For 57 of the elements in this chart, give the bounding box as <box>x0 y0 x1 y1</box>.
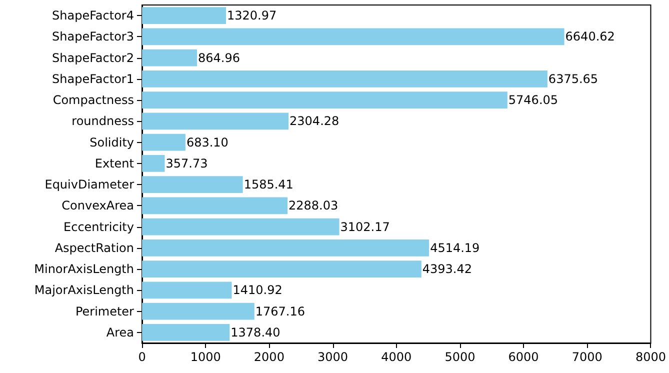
bar <box>142 176 243 194</box>
x-tick-label: 4000 <box>381 350 412 364</box>
bar <box>142 92 508 109</box>
bar <box>142 260 422 278</box>
y-tick-label: ShapeFactor3 <box>52 30 134 44</box>
bar <box>142 282 232 299</box>
data-label: 6640.62 <box>565 30 615 44</box>
y-tick-label: Extent <box>94 156 134 170</box>
bar <box>142 218 340 236</box>
bar <box>142 134 186 151</box>
y-tick-label: ShapeFactor4 <box>52 8 134 23</box>
x-tick-label: 2000 <box>254 350 284 364</box>
x-tick-label: 8000 <box>635 350 666 364</box>
bar <box>142 197 288 214</box>
data-label: 1378.40 <box>230 325 280 340</box>
y-tick-label: MajorAxisLength <box>34 283 134 298</box>
y-tick-label: MinorAxisLength <box>34 262 134 276</box>
data-label: 4393.42 <box>422 262 472 276</box>
bar <box>142 112 289 130</box>
data-label: 683.10 <box>186 135 228 150</box>
data-label: 5746.05 <box>508 93 558 108</box>
x-tick-label: 0 <box>138 350 146 364</box>
x-tick-label: 1000 <box>190 350 221 364</box>
y-tick-label: ShapeFactor1 <box>52 72 134 86</box>
x-tick-label: 6000 <box>508 350 539 364</box>
data-label: 357.73 <box>166 156 208 170</box>
bar <box>142 302 254 320</box>
x-tick-label: 3000 <box>318 350 348 364</box>
y-tick-label: AspectRation <box>54 240 134 255</box>
y-tick-label: roundness <box>72 114 134 128</box>
bar <box>142 70 548 88</box>
bar <box>142 154 165 172</box>
y-tick-label: ShapeFactor2 <box>52 50 134 65</box>
y-tick-label: Solidity <box>90 135 134 150</box>
data-label: 1320.97 <box>227 8 277 23</box>
data-label: 3102.17 <box>340 220 390 234</box>
y-tick-label: EquivDiameter <box>44 178 134 192</box>
data-label: 2288.03 <box>288 198 338 213</box>
y-tick-label: Perimeter <box>75 304 134 318</box>
y-tick-label: ConvexArea <box>62 198 134 213</box>
y-tick-label: Eccentricity <box>64 220 134 234</box>
y-tick-label: Area <box>106 325 134 340</box>
bar <box>142 28 564 46</box>
data-label: 864.96 <box>198 50 240 65</box>
bar <box>142 49 198 66</box>
bar <box>142 7 226 24</box>
bar <box>142 324 230 341</box>
x-tick-label: 5000 <box>444 350 476 364</box>
data-label: 4514.19 <box>430 240 480 255</box>
data-label: 1585.41 <box>244 178 294 192</box>
data-label: 1410.92 <box>232 283 282 298</box>
bar <box>142 239 430 256</box>
data-label: 6375.65 <box>548 72 598 86</box>
x-tick-label: 7000 <box>572 350 602 364</box>
data-label: 1767.16 <box>255 304 305 318</box>
y-tick-label: Compactness <box>52 93 134 108</box>
data-label: 2304.28 <box>290 114 340 128</box>
